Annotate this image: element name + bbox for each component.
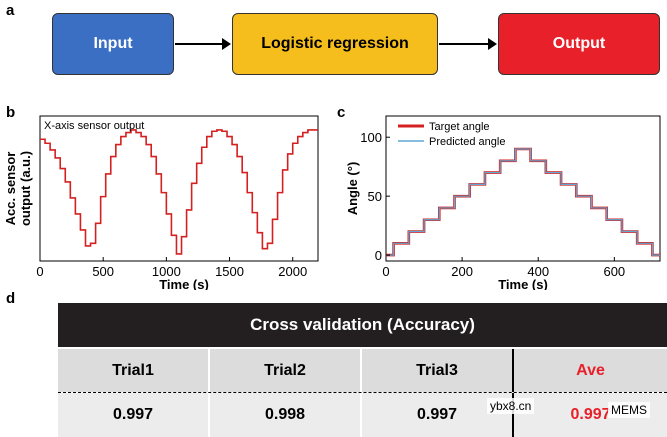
x-tick-label: 400 bbox=[527, 264, 549, 279]
watermark-site: ybx8.cn bbox=[487, 398, 535, 414]
x-tick-label: 600 bbox=[603, 264, 625, 279]
table-dashed-divider bbox=[58, 392, 667, 393]
table-value-row: 0.997 0.998 0.997 0.997 bbox=[58, 393, 667, 437]
header-trial1: Trial1 bbox=[58, 349, 210, 392]
sensor-output-chart: X-axis sensor output 0 500 1000 1500 2000 Time… bbox=[3, 115, 319, 290]
input-label: Input bbox=[93, 35, 133, 52]
plot-frame bbox=[39, 115, 319, 262]
value-trial2: 0.998 bbox=[210, 393, 362, 437]
x-axis-label: Time (s) bbox=[498, 277, 548, 290]
panel-label-d: d bbox=[6, 290, 16, 307]
x-axis-label: Time (s) bbox=[159, 277, 209, 290]
x-tick-label: 1000 bbox=[152, 264, 181, 279]
panel-label-c: c bbox=[337, 104, 346, 121]
angle-chart: 0 200 400 600 0 50 100 Time (s) Angle (°) Target … bbox=[345, 115, 661, 290]
series-line-predicted bbox=[386, 148, 660, 256]
header-trial2: Trial2 bbox=[210, 349, 362, 392]
table-header-row: Trial1 Trial2 Trial3 Ave bbox=[58, 347, 667, 392]
accuracy-table: Cross validation (Accuracy) Trial1 Trial… bbox=[58, 303, 667, 437]
x-tick-label: 1500 bbox=[215, 264, 244, 279]
header-trial3: Trial3 bbox=[362, 349, 514, 392]
chart-title: X-axis sensor output bbox=[44, 120, 144, 132]
panel-label-b: b bbox=[6, 104, 16, 121]
legend-label-target: Target angle bbox=[429, 121, 490, 133]
value-ave: 0.997 bbox=[514, 393, 667, 437]
output-label: Output bbox=[552, 35, 606, 52]
x-tick-label: 0 bbox=[382, 264, 389, 279]
y-axis-label: Angle (°) bbox=[345, 162, 360, 216]
x-tick-label: 500 bbox=[92, 264, 114, 279]
arrow-input-to-model bbox=[175, 38, 231, 50]
table-title: Cross validation (Accuracy) bbox=[58, 303, 667, 347]
x-tick-label: 2000 bbox=[278, 264, 307, 279]
header-ave: Ave bbox=[514, 349, 667, 392]
y-tick-label: 100 bbox=[360, 130, 382, 145]
input-box: Input bbox=[52, 13, 174, 75]
y-axis-label: Acc. sensoroutput (a.u.) bbox=[3, 151, 33, 226]
logistic-regression-label: Logistic regression bbox=[261, 35, 409, 52]
watermark-brand: MEMS bbox=[608, 402, 650, 418]
plot-frame bbox=[385, 115, 661, 262]
panel-label-a: a bbox=[6, 2, 15, 19]
series-line-target bbox=[386, 147, 660, 257]
y-tick-label: 0 bbox=[375, 248, 382, 263]
logistic-regression-box: Logistic regression bbox=[232, 13, 438, 75]
arrow-model-to-output bbox=[439, 38, 497, 50]
y-tick-label: 50 bbox=[368, 189, 382, 204]
x-tick-label: 0 bbox=[36, 264, 43, 279]
x-tick-label: 200 bbox=[451, 264, 473, 279]
series-line-sensor bbox=[40, 129, 318, 255]
value-trial1: 0.997 bbox=[58, 393, 210, 437]
legend-label-predicted: Predicted angle bbox=[429, 136, 505, 148]
output-box: Output bbox=[498, 13, 660, 75]
